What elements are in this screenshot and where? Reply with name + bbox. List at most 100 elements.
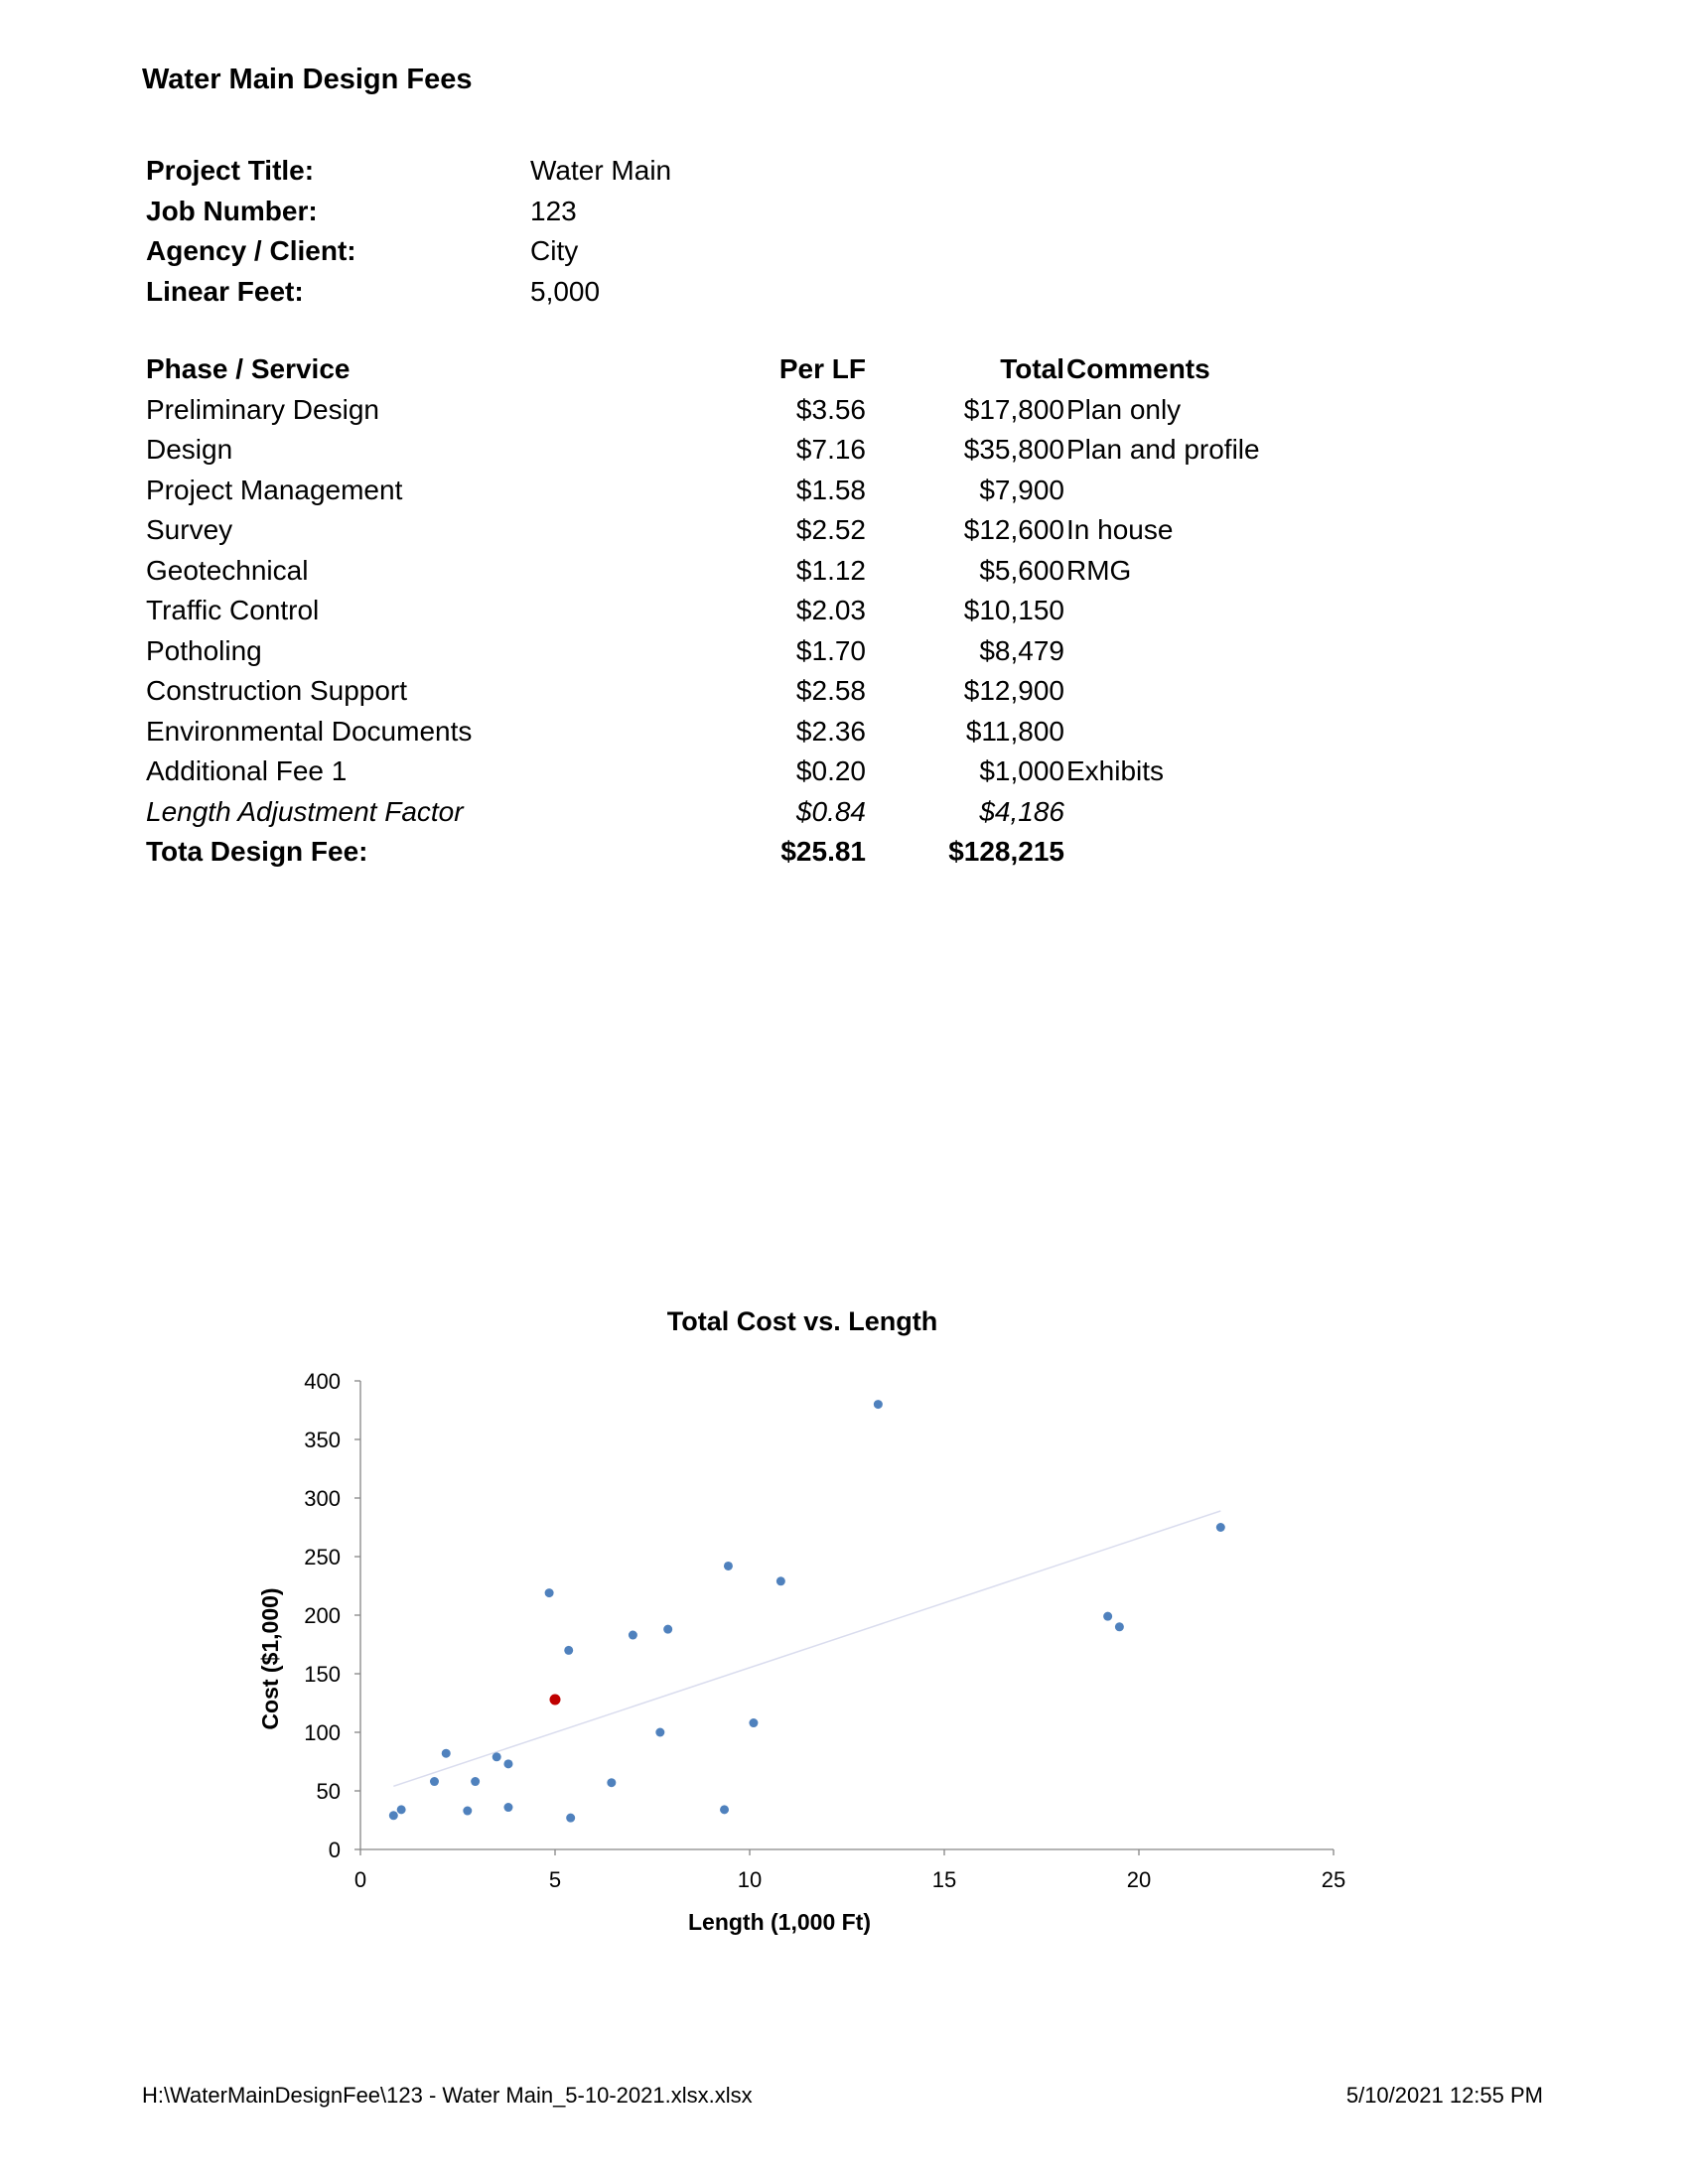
cost-vs-length-chart: Total Cost vs. Length 0 50 100 150 200 250 300 3… (238, 1300, 1410, 1956)
data-point (655, 1727, 665, 1737)
data-point (492, 1752, 501, 1762)
per-lf-value: $1.70 (795, 634, 866, 666)
data-point (628, 1630, 637, 1640)
y-tick-label: 300 (304, 1486, 341, 1511)
total-value: $12,900 (963, 675, 1064, 706)
adjustment-per-lf: $0.84 (795, 795, 866, 827)
y-tick-label: 250 (304, 1545, 341, 1570)
data-point (1103, 1611, 1113, 1621)
per-lf-value: $0.20 (795, 755, 866, 786)
per-lf-value: $1.58 (795, 474, 866, 505)
data-point (607, 1778, 617, 1788)
phase-name: Project Management (146, 474, 403, 505)
info-value: 123 (530, 195, 577, 226)
info-value: Water Main (530, 155, 672, 186)
footer-file-path: H:\WaterMainDesignFee\123 - Water Main_5… (142, 2083, 753, 2108)
chart-title: Total Cost vs. Length (667, 1306, 938, 1336)
total-value: $11,800 (965, 715, 1064, 747)
phase-name: Potholing (146, 634, 262, 666)
total-value: $1,000 (979, 755, 1064, 786)
data-point (749, 1718, 759, 1728)
total-value: $35,800 (963, 434, 1064, 465)
comment: Plan and profile (1066, 434, 1260, 465)
data-point (1215, 1523, 1225, 1532)
data-point (471, 1777, 481, 1787)
data-point (775, 1576, 785, 1586)
info-label: Project Title: (146, 155, 315, 186)
total-total: $128,215 (948, 836, 1064, 867)
per-lf-value: $1.12 (795, 554, 866, 586)
info-label: Job Number: (146, 195, 318, 226)
info-value: 5,000 (530, 275, 601, 307)
y-tick-label: 0 (329, 1838, 341, 1862)
document-title: Water Main Design Fees (142, 64, 473, 95)
data-point (503, 1803, 513, 1813)
x-tick-label: 0 (354, 1867, 366, 1892)
phase-name: Environmental Documents (146, 715, 473, 747)
x-tick-label: 25 (1322, 1867, 1345, 1892)
x-tick-label: 10 (738, 1867, 762, 1892)
adjustment-total: $4,186 (979, 795, 1064, 827)
chart-svg: Total Cost vs. Length0501001502002503003… (257, 1306, 1345, 1935)
trendline (393, 1510, 1221, 1787)
data-point (544, 1588, 554, 1598)
info-label: Agency / Client: (146, 235, 356, 266)
total-per-lf: $25.81 (780, 836, 866, 867)
data-point (566, 1813, 576, 1823)
comment: In house (1066, 514, 1174, 545)
header-phase: Phase / Service (146, 353, 351, 384)
data-point (396, 1805, 406, 1815)
phase-name: Design (146, 434, 233, 465)
per-lf-value: $7.16 (795, 434, 866, 465)
phase-name: Traffic Control (146, 595, 320, 625)
data-point (723, 1561, 733, 1570)
data-point (663, 1624, 673, 1634)
total-label: Tota Design Fee: (146, 836, 368, 867)
per-lf-value: $2.36 (795, 715, 866, 747)
total-value: $5,600 (979, 554, 1064, 586)
header-total: Total (1000, 353, 1064, 384)
x-axis-label: Length (1,000 Ft) (688, 1909, 871, 1935)
phase-name: Survey (146, 514, 233, 545)
y-tick-label: 50 (317, 1779, 341, 1804)
data-point (503, 1759, 513, 1769)
data-point (720, 1805, 730, 1815)
phase-name: Construction Support (146, 675, 408, 706)
per-lf-value: $2.58 (795, 675, 866, 706)
y-axis-label: Cost ($1,000) (257, 1587, 283, 1729)
data-point (1114, 1622, 1124, 1632)
x-tick-label: 5 (549, 1867, 561, 1892)
total-value: $8,479 (979, 634, 1064, 666)
x-tick-label: 15 (932, 1867, 956, 1892)
info-value: City (530, 235, 579, 266)
comment: RMG (1066, 554, 1132, 586)
x-tick-label: 20 (1127, 1867, 1151, 1892)
footer-timestamp: 5/10/2021 12:55 PM (1345, 2083, 1543, 2108)
phase-name: Preliminary Design (146, 393, 379, 425)
total-value: $17,800 (963, 393, 1064, 425)
phase-name: Geotechnical (146, 554, 309, 586)
y-tick-label: 400 (304, 1369, 341, 1394)
total-value: $12,600 (963, 514, 1064, 545)
y-tick-label: 150 (304, 1662, 341, 1687)
per-lf-value: $3.56 (795, 393, 866, 425)
comment: Exhibits (1066, 755, 1165, 786)
info-label: Linear Feet: (146, 275, 304, 307)
header-per-lf: Per LF (778, 353, 866, 384)
data-point (388, 1811, 398, 1821)
y-tick-label: 200 (304, 1603, 341, 1628)
data-point (873, 1400, 883, 1410)
phase-name: Additional Fee 1 (146, 755, 348, 786)
data-point (429, 1777, 439, 1787)
data-point (441, 1748, 451, 1758)
adjustment-label: Length Adjustment Factor (146, 795, 464, 827)
per-lf-value: $2.52 (795, 514, 866, 545)
data-point (564, 1645, 574, 1655)
total-value: $10,150 (963, 595, 1064, 625)
data-point (463, 1806, 473, 1816)
y-tick-label: 100 (304, 1720, 341, 1745)
header-comments: Comments (1066, 353, 1210, 384)
comment: Plan only (1066, 393, 1182, 425)
highlight-point (549, 1694, 561, 1706)
total-value: $7,900 (979, 474, 1064, 505)
